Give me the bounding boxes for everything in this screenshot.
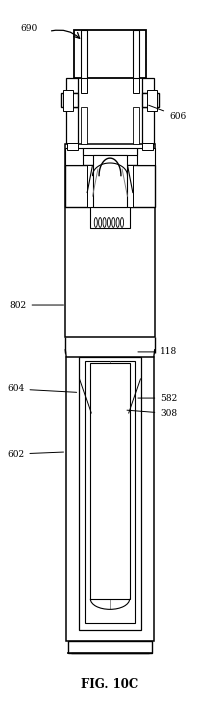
Text: 802: 802 bbox=[9, 301, 64, 310]
Bar bbox=[81, 78, 87, 93]
Bar bbox=[83, 148, 137, 155]
Circle shape bbox=[112, 217, 115, 227]
Bar bbox=[81, 107, 87, 144]
Text: 604: 604 bbox=[7, 384, 77, 393]
Bar bbox=[66, 358, 154, 641]
Bar bbox=[66, 78, 78, 93]
Text: 690: 690 bbox=[20, 24, 38, 33]
Text: 118: 118 bbox=[138, 348, 178, 356]
Text: 602: 602 bbox=[7, 449, 64, 458]
Bar bbox=[133, 30, 139, 78]
Circle shape bbox=[94, 217, 97, 227]
Bar bbox=[66, 107, 78, 144]
Bar bbox=[67, 143, 78, 150]
Text: 582: 582 bbox=[138, 393, 178, 402]
Text: 606: 606 bbox=[149, 105, 186, 121]
Bar bbox=[133, 107, 139, 144]
Bar bbox=[142, 93, 159, 107]
Bar bbox=[61, 93, 78, 107]
Bar bbox=[93, 155, 127, 207]
Circle shape bbox=[99, 217, 102, 227]
Bar bbox=[63, 90, 73, 111]
Text: FIG. 10C: FIG. 10C bbox=[81, 679, 139, 691]
Bar bbox=[142, 107, 154, 144]
Circle shape bbox=[107, 217, 110, 227]
Bar bbox=[65, 165, 155, 207]
Bar bbox=[79, 358, 141, 630]
Text: 308: 308 bbox=[127, 409, 177, 418]
Bar bbox=[142, 143, 153, 150]
Bar bbox=[133, 78, 139, 93]
Bar bbox=[137, 148, 155, 165]
Bar bbox=[90, 207, 130, 228]
Circle shape bbox=[121, 217, 124, 227]
Circle shape bbox=[103, 217, 106, 227]
Bar bbox=[65, 144, 155, 336]
Bar bbox=[85, 361, 135, 623]
Bar bbox=[147, 90, 158, 111]
Bar bbox=[65, 148, 83, 165]
Polygon shape bbox=[65, 336, 66, 349]
Circle shape bbox=[116, 217, 119, 227]
Bar bbox=[90, 363, 130, 599]
Bar bbox=[68, 641, 152, 653]
Bar bbox=[74, 30, 146, 78]
Bar bbox=[87, 165, 133, 207]
Bar bbox=[81, 30, 87, 78]
Bar bbox=[142, 78, 154, 93]
